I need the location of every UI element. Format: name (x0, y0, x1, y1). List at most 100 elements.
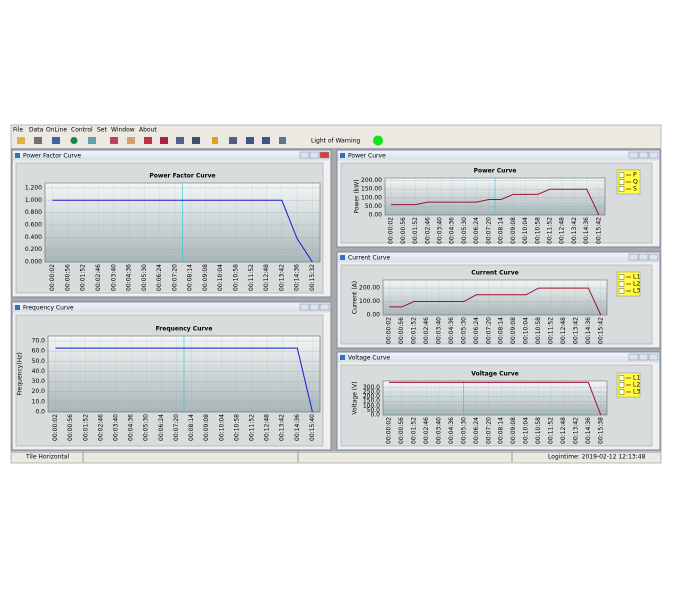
window-button[interactable] (638, 253, 649, 261)
tool-button[interactable] (176, 137, 184, 144)
tool-button[interactable] (52, 137, 60, 144)
window-titlebar (12, 302, 331, 313)
window-button[interactable] (309, 303, 320, 311)
y-tick-label: 100.0 (363, 402, 380, 409)
x-tick-label: 00:15:42 (595, 217, 602, 244)
legend-checkbox[interactable] (618, 288, 625, 294)
x-tick-label: 00:14:36 (585, 417, 592, 444)
x-tick-label: 00:07:20 (173, 414, 180, 441)
plot-area (382, 380, 608, 416)
menu-item[interactable]: File (13, 127, 23, 134)
window-icon (340, 255, 345, 260)
x-tick-label: 00:08:14 (188, 414, 195, 441)
x-tick-label: 00:10:58 (233, 414, 240, 441)
x-tick-label: 00:02:46 (97, 414, 104, 441)
tool-button[interactable] (160, 137, 168, 144)
menu-item[interactable]: Window (111, 127, 135, 134)
legend-checkbox[interactable] (618, 281, 625, 287)
window-button[interactable] (628, 253, 639, 261)
tool-button[interactable] (144, 137, 152, 144)
x-tick-label: 00:04:36 (126, 264, 133, 291)
legend-checkbox[interactable] (618, 375, 625, 381)
y-tick-label: 150.0 (363, 398, 380, 405)
window-title: Voltage Curve (348, 355, 390, 362)
legend-checkbox[interactable] (618, 389, 625, 395)
tool-button[interactable] (70, 137, 78, 144)
x-tick-label: 00:07:20 (171, 264, 178, 291)
tool-button[interactable] (212, 137, 218, 144)
legend-checkbox[interactable] (618, 382, 625, 388)
y-tick-label: 50.0 (367, 407, 381, 414)
y-tick-label: 150.00 (361, 186, 382, 193)
x-tick-label: 00:11:52 (248, 264, 255, 291)
x-tick-label: 00:02:46 (423, 317, 430, 344)
window-button[interactable] (648, 253, 659, 261)
menu-item[interactable]: OnLine (46, 127, 67, 134)
tool-button[interactable] (110, 137, 118, 144)
tool-button[interactable] (127, 137, 135, 144)
window-button[interactable] (299, 303, 310, 311)
x-tick-label: 00:04:36 (449, 217, 456, 244)
window-title: Power Curve (348, 153, 386, 160)
menu-item[interactable]: Data (29, 127, 44, 134)
chart-title: Power Factor Curve (149, 173, 215, 180)
x-tick-label: 00:02:46 (423, 417, 430, 444)
x-tick-label: 00:05:30 (460, 317, 467, 344)
x-tick-label: 00:06:24 (156, 264, 163, 291)
window-button[interactable] (299, 151, 310, 159)
tool-button[interactable] (229, 137, 237, 144)
window-button[interactable] (628, 353, 639, 361)
menu-item[interactable]: Set (97, 127, 108, 134)
x-tick-label: 00:01:52 (412, 217, 419, 244)
y-tick-label: 0.00 (367, 312, 381, 319)
window-button[interactable] (309, 151, 320, 159)
data-line (389, 287, 602, 316)
window-button[interactable] (648, 151, 659, 159)
x-tick-label: 00:00:56 (64, 264, 71, 291)
tool-button[interactable] (192, 137, 200, 144)
x-tick-label: 00:01:52 (411, 417, 418, 444)
window-button[interactable] (648, 353, 659, 361)
window-button[interactable] (628, 151, 639, 159)
data-line (52, 199, 313, 263)
tool-button[interactable] (34, 137, 42, 144)
legend-label: L2 (633, 281, 640, 288)
x-tick-label: 00:10:58 (535, 417, 542, 444)
tool-button[interactable] (17, 137, 25, 144)
window-button[interactable] (319, 303, 330, 311)
tool-button[interactable] (88, 137, 96, 144)
y-tick-label: 60.0 (32, 348, 46, 355)
menu-item[interactable]: About (139, 127, 157, 134)
legend-checkbox[interactable] (618, 172, 625, 178)
y-axis-label: Power (kW) (354, 179, 361, 213)
x-tick-label: 00:05:30 (141, 264, 148, 291)
y-tick-label: 250.0 (363, 389, 380, 396)
chart-title: Voltage Curve (471, 371, 518, 378)
chart-title: Power Curve (474, 168, 517, 175)
legend-checkbox[interactable] (618, 179, 625, 185)
window-button[interactable] (638, 151, 649, 159)
tool-button[interactable] (279, 137, 286, 144)
x-tick-label: 00:02:46 (424, 217, 431, 244)
x-tick-label: 00:11:52 (548, 317, 555, 344)
x-tick-label: 00:06:24 (473, 217, 480, 244)
window-button[interactable] (319, 151, 330, 159)
window-icon (15, 153, 20, 158)
window-title: Frequency Curve (23, 305, 74, 312)
legend-checkbox[interactable] (618, 186, 625, 192)
x-tick-label: 00:03:40 (437, 217, 444, 244)
y-tick-label: 50.0 (32, 358, 46, 365)
tool-button[interactable] (262, 137, 270, 144)
tool-button[interactable] (246, 137, 254, 144)
legend-checkbox[interactable] (618, 274, 625, 280)
window-button[interactable] (638, 353, 649, 361)
y-axis-label: Frequency(Hz) (17, 352, 24, 395)
x-tick-label: 00:15:40 (309, 414, 316, 441)
menu-item[interactable]: Control (71, 127, 93, 134)
x-tick-label: 00:10:58 (534, 217, 541, 244)
x-tick-label: 00:10:04 (523, 317, 530, 344)
x-tick-label: 00:03:40 (436, 317, 443, 344)
x-tick-label: 00:14:36 (585, 317, 592, 344)
y-tick-label: 200.00 (359, 285, 380, 292)
x-tick-label: 00:10:04 (522, 217, 529, 244)
